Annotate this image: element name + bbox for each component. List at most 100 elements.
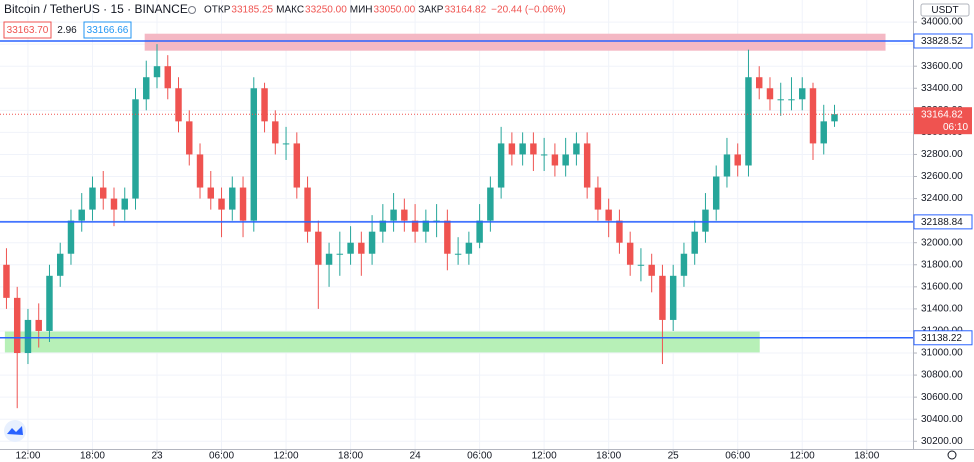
y-tick-label: 34000.00 — [921, 17, 963, 28]
candle-body — [788, 99, 795, 101]
settings[interactable] — [947, 450, 957, 460]
candle-body — [583, 143, 591, 188]
legend-change: −20.44 (−0.06%) — [491, 5, 566, 16]
candle-body — [46, 275, 53, 331]
candle-body — [67, 220, 75, 254]
x-tick-label: 12:00 — [790, 451, 815, 462]
y-tick-label: 31400.00 — [921, 304, 963, 315]
candle-body — [594, 187, 602, 210]
y-tick-label: 32000.00 — [921, 237, 963, 248]
candle-body — [315, 231, 322, 265]
candle-body — [3, 264, 10, 298]
candle-body — [358, 242, 365, 254]
y-tick-label: 32400.00 — [921, 193, 963, 204]
candle-body — [336, 253, 344, 255]
x-tick-label: 23 — [151, 451, 163, 462]
level-label: 32188.84 — [921, 217, 963, 228]
candle-body — [562, 154, 569, 166]
y-tick-label: 31000.00 — [921, 348, 963, 359]
bid-box[interactable] — [3, 21, 52, 39]
ohlc-legend: ОТКР 33185.25 МАКС 33250.00 МИН 33050.00 ЗАКР 3… — [204, 5, 566, 16]
y-tick-label: 30400.00 — [921, 414, 963, 425]
legend-value: 33050.00 — [374, 5, 416, 16]
candle-body — [669, 275, 677, 320]
logo-shape — [7, 426, 23, 435]
candle-body — [89, 187, 96, 210]
candle-body — [293, 143, 301, 188]
symbol-title[interactable]: Bitcoin / TetherUS · 15 · BINANCE — [4, 2, 188, 16]
candle-body — [745, 77, 752, 166]
candle-body — [411, 220, 419, 232]
logo[interactable] — [4, 420, 26, 442]
y-tick-label: 33400.00 — [921, 83, 963, 94]
candle-body — [368, 231, 376, 254]
candle-body — [422, 220, 430, 232]
zone — [4, 331, 760, 353]
last-price-box — [914, 107, 972, 135]
candle-body — [379, 220, 387, 232]
y-tick-label: 31600.00 — [921, 281, 963, 292]
candle-body — [465, 242, 473, 254]
spread: 2.96 — [57, 25, 77, 36]
candle-body — [186, 121, 193, 155]
candle-body — [723, 154, 731, 177]
overlay — [0, 40, 913, 339]
candle-body — [56, 253, 64, 276]
candle-body — [35, 319, 42, 331]
candle-body — [766, 88, 774, 100]
level-label: 33828.52 — [921, 36, 963, 47]
candle-body — [691, 231, 698, 254]
candle-body — [218, 198, 225, 210]
candle-body — [573, 143, 580, 155]
y-tick-label: 30800.00 — [921, 370, 963, 381]
x-tick-label: 06:00 — [725, 451, 750, 462]
candle-body — [519, 143, 526, 155]
candle-body — [712, 176, 720, 210]
candle-body — [239, 187, 247, 221]
y-tick-label: 31800.00 — [921, 259, 963, 270]
x-tick-label: 25 — [668, 451, 680, 462]
ask-box[interactable] — [83, 21, 132, 39]
candle-body — [551, 154, 559, 166]
candle-body — [13, 297, 21, 354]
candle-body — [347, 242, 354, 254]
candle-body — [734, 154, 741, 166]
bid: 33163.70 — [7, 25, 49, 36]
legend-value: 33164.82 — [444, 5, 486, 16]
header: Bitcoin / TetherUS · 15 · BINANCE ОТКР 33… — [3, 2, 566, 39]
candle-body — [24, 319, 32, 354]
candle-body — [100, 187, 107, 199]
candle-body — [282, 143, 290, 145]
candle-body — [444, 220, 451, 254]
candle-body — [659, 275, 666, 320]
candle-body — [755, 77, 763, 89]
candle-body — [702, 209, 709, 232]
candle-body — [820, 121, 827, 144]
zone — [144, 33, 886, 51]
legend-label: МИН — [350, 5, 373, 16]
candle-body — [250, 88, 258, 221]
level-label-box — [913, 33, 973, 49]
candle-body — [616, 220, 623, 243]
candle-body — [132, 99, 139, 199]
countdown: 06:10 — [943, 122, 968, 133]
x-tick-label: 18:00 — [80, 451, 105, 462]
candle-body — [304, 187, 311, 232]
candle-body — [207, 187, 215, 199]
last-price-label: 33164.82 — [921, 109, 963, 120]
ask: 33166.66 — [87, 25, 129, 36]
legend-label: ЗАКР — [418, 5, 444, 16]
candle-body — [605, 209, 612, 221]
candle-body — [530, 143, 537, 155]
y-tick-label: 30600.00 — [921, 392, 963, 403]
currency-box[interactable] — [920, 3, 970, 17]
candle-body — [110, 198, 118, 210]
legend-value: 33250.00 — [305, 5, 347, 16]
level-label-box — [913, 214, 973, 230]
visibility-icon[interactable] — [188, 6, 196, 14]
level-label: 31138.22 — [921, 333, 962, 344]
legend-label: ОТКР — [204, 5, 231, 16]
candles — [3, 44, 838, 409]
